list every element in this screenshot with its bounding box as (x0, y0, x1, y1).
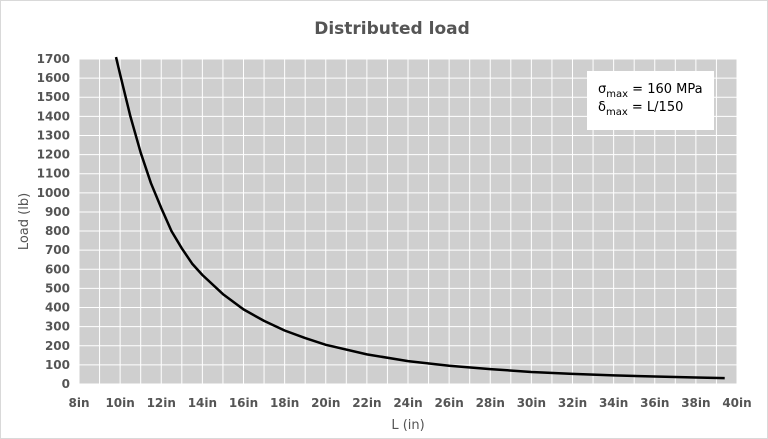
y-tick-label: 0 (62, 377, 70, 391)
sigma-symbol: σ (598, 82, 606, 97)
y-axis-title: Load (lb) (17, 193, 32, 250)
x-tick-label: 18in (270, 396, 299, 410)
x-tick-label: 22in (352, 396, 381, 410)
x-tick-label: 28in (476, 396, 505, 410)
sigma-subscript: max (606, 89, 628, 100)
x-tick-label: 38in (681, 396, 710, 410)
x-tick-label: 14in (188, 396, 217, 410)
x-tick-label: 30in (517, 396, 546, 410)
chart-title: Distributed load (314, 19, 470, 39)
y-tick-label: 500 (45, 281, 70, 295)
x-tick-label: 32in (558, 396, 587, 410)
y-tick-label: 600 (45, 262, 70, 276)
y-tick-label: 400 (45, 301, 70, 315)
y-tick-label: 1100 (37, 167, 70, 181)
x-tick-label: 40in (722, 396, 751, 410)
y-tick-label: 1300 (37, 128, 70, 142)
x-tick-label: 20in (311, 396, 340, 410)
x-tick-label: 24in (393, 396, 422, 410)
y-tick-label: 100 (45, 358, 70, 372)
y-tick-label: 1700 (37, 52, 70, 66)
x-tick-label: 34in (599, 396, 628, 410)
delta-subscript: max (606, 107, 628, 118)
delta-symbol: δ (598, 100, 606, 115)
x-tick-label: 8in (68, 396, 89, 410)
x-tick-label: 12in (147, 396, 176, 410)
legend-line-sigma: σmax = 160 MPa (598, 82, 703, 100)
y-axis-ticks: 0 100 200 300 400 500 600 700 800 900 1000 1100 1200… (37, 52, 70, 391)
y-tick-label: 1600 (37, 71, 70, 85)
x-tick-label: 26in (434, 396, 463, 410)
x-tick-label: 10in (105, 396, 134, 410)
series-line (114, 56, 725, 380)
y-tick-label: 300 (45, 320, 70, 334)
y-tick-label: 1400 (37, 109, 70, 123)
y-tick-label: 1000 (37, 186, 70, 200)
y-tick-label: 700 (45, 243, 70, 257)
x-axis-title: L (in) (391, 418, 424, 433)
legend-background (587, 71, 714, 130)
y-tick-label: 200 (45, 339, 70, 353)
sigma-value: = 160 MPa (628, 82, 703, 97)
y-tick-label: 1200 (37, 148, 70, 162)
legend-box: σmax = 160 MPa δmax = L/150 (587, 71, 714, 130)
y-tick-label: 1500 (37, 90, 70, 104)
legend-line-delta: δmax = L/150 (598, 100, 683, 118)
delta-value: = L/150 (628, 100, 684, 115)
x-tick-label: 36in (640, 396, 669, 410)
x-tick-label: 16in (229, 396, 258, 410)
y-tick-label: 800 (45, 224, 70, 238)
grid-lines (78, 58, 738, 385)
x-axis-ticks: 8in 10in 12in 14in 16in 18in 20in 22in 24in 26in 2… (68, 396, 751, 410)
y-tick-label: 900 (45, 205, 70, 219)
